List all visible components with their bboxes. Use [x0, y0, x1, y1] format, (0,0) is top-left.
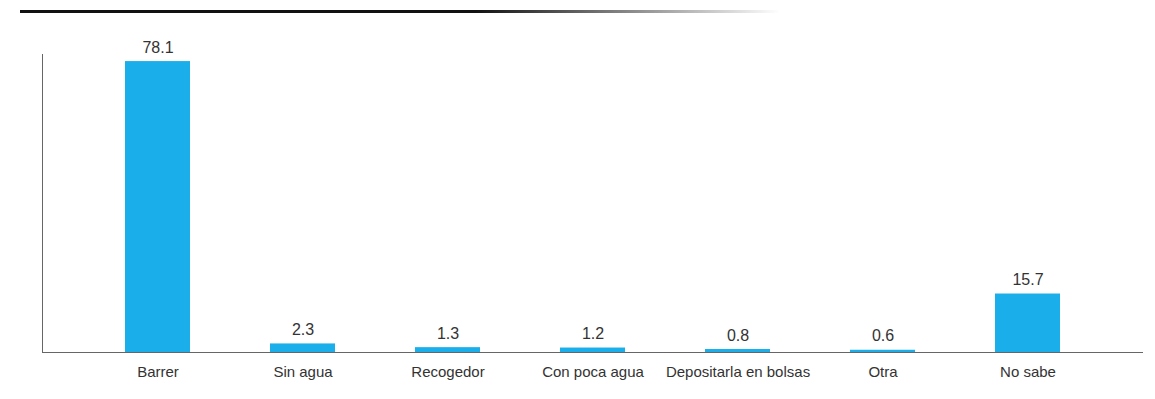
svg-text:78.1: 78.1: [142, 39, 173, 56]
svg-text:15.7: 15.7: [1012, 271, 1043, 288]
svg-text:No sabe: No sabe: [1000, 363, 1056, 380]
svg-text:1.2: 1.2: [582, 325, 604, 342]
svg-text:1.3: 1.3: [437, 325, 459, 342]
svg-text:0.8: 0.8: [727, 327, 749, 344]
svg-text:0.6: 0.6: [872, 327, 894, 344]
svg-text:Con poca agua: Con poca agua: [542, 363, 644, 380]
svg-text:2.3: 2.3: [292, 321, 314, 338]
svg-text:Recogedor: Recogedor: [411, 363, 484, 380]
svg-text:Depositarla en bolsas: Depositarla en bolsas: [666, 363, 810, 380]
svg-text:Barrer: Barrer: [137, 363, 179, 380]
svg-text:Sin agua: Sin agua: [273, 363, 333, 380]
svg-text:Otra: Otra: [868, 363, 898, 380]
